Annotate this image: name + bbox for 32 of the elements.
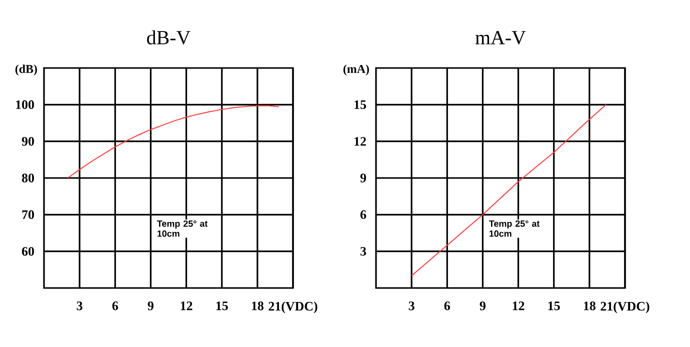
x-tick-label: 9 — [148, 302, 154, 310]
chart-title: dB-V — [147, 30, 190, 45]
chart-title: mA-V — [475, 31, 526, 44]
y-tick-label: 12 — [354, 137, 366, 146]
y-tick-label: 6 — [360, 210, 366, 220]
x-tick-label: 21(VDC) — [600, 302, 650, 314]
x-tick-label: 6 — [112, 302, 118, 310]
y-tick-label: 100 — [16, 100, 34, 110]
x-tick-label: 9 — [480, 302, 486, 310]
y-axis-title: (mA) — [343, 64, 369, 76]
annotation: Temp 25° at 10cm — [489, 220, 540, 237]
x-tick-label: 21(VDC) — [268, 302, 318, 314]
annotation: Temp 25° at 10cm — [157, 220, 208, 237]
x-tick-label: 15 — [216, 302, 228, 310]
x-tick-label: 15 — [548, 302, 560, 310]
y-axis-title: (dB) — [15, 64, 37, 76]
x-tick-label: 12 — [512, 302, 524, 310]
y-tick-label: 90 — [22, 136, 34, 146]
x-tick-label: 3 — [76, 302, 82, 310]
y-tick-label: 15 — [354, 100, 366, 109]
y-tick-label: 3 — [360, 246, 366, 256]
x-tick-label: 12 — [180, 302, 192, 310]
line-series — [411, 104, 607, 276]
y-tick-label: 9 — [360, 174, 366, 182]
x-tick-label: 18 — [584, 302, 596, 310]
y-tick-label: 60 — [22, 246, 34, 256]
x-tick-label: 6 — [444, 302, 450, 310]
line-series — [67, 105, 280, 179]
x-tick-label: 18 — [252, 302, 264, 310]
y-tick-label: 80 — [22, 174, 34, 182]
x-tick-label: 3 — [408, 302, 414, 310]
y-tick-label: 70 — [22, 210, 34, 220]
